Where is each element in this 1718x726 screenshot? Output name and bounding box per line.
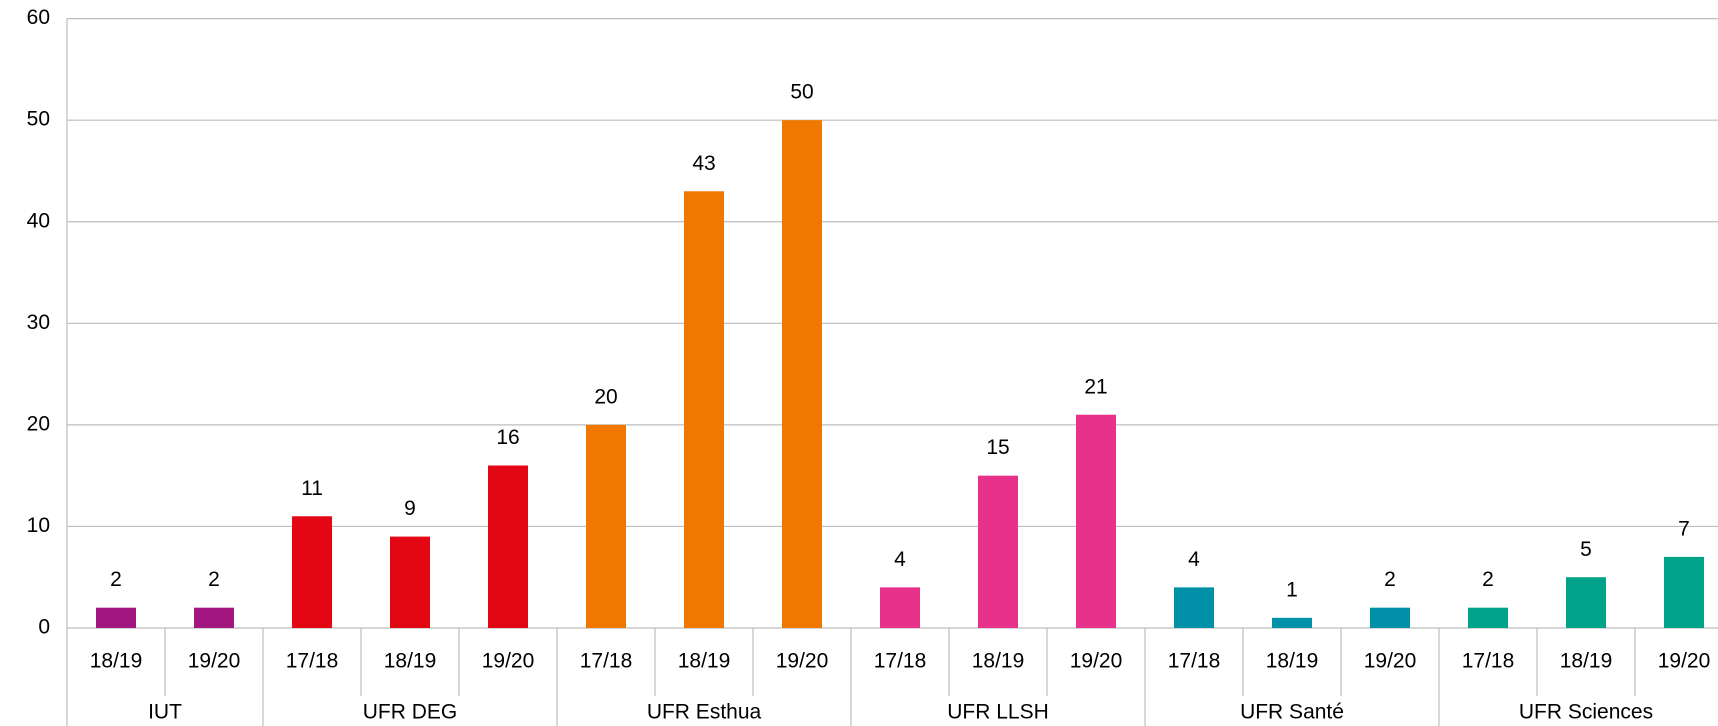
bar <box>880 587 920 628</box>
value-label: 21 <box>1084 375 1107 398</box>
bar <box>586 424 626 628</box>
value-label: 16 <box>496 426 519 449</box>
group-label: UFR Sciences <box>1519 701 1653 724</box>
y-tick-label: 40 <box>27 209 50 232</box>
bar <box>1468 607 1508 628</box>
value-label: 43 <box>692 152 715 175</box>
bar <box>1566 577 1606 628</box>
bar <box>292 516 332 628</box>
value-label: 2 <box>110 568 122 591</box>
x-tick-label: 18/19 <box>90 650 143 673</box>
bar <box>488 465 528 628</box>
value-label: 2 <box>208 568 220 591</box>
y-tick-label: 50 <box>27 108 50 131</box>
value-label: 2 <box>1482 568 1494 591</box>
value-label: 20 <box>594 385 617 408</box>
x-tick-label: 17/18 <box>874 650 927 673</box>
bar <box>782 120 822 629</box>
x-tick-label: 18/19 <box>384 650 437 673</box>
x-tick-label: 19/20 <box>1364 650 1417 673</box>
bar <box>1370 607 1410 628</box>
group-label: UFR Santé <box>1240 701 1344 724</box>
y-tick-label: 10 <box>27 514 50 537</box>
x-tick-label: 19/20 <box>1658 650 1711 673</box>
group-label: IUT <box>148 701 182 724</box>
group-label: UFR Esthua <box>647 701 762 724</box>
group-label: UFR DEG <box>363 701 458 724</box>
x-tick-label: 19/20 <box>1070 650 1123 673</box>
value-label: 4 <box>894 548 906 571</box>
x-tick-label: 19/20 <box>776 650 829 673</box>
bar <box>684 191 724 628</box>
x-tick-label: 19/20 <box>188 650 241 673</box>
value-label: 7 <box>1678 517 1690 540</box>
x-tick-label: 17/18 <box>286 650 339 673</box>
value-label: 5 <box>1580 538 1592 561</box>
x-tick-label: 19/20 <box>482 650 535 673</box>
value-label: 4 <box>1188 548 1200 571</box>
value-label: 2 <box>1384 568 1396 591</box>
bar <box>1076 414 1116 628</box>
value-label: 50 <box>790 81 813 104</box>
bar <box>96 607 136 628</box>
value-label: 9 <box>404 497 416 520</box>
y-tick-label: 20 <box>27 412 50 435</box>
bar <box>390 536 430 628</box>
bar <box>1174 587 1214 628</box>
value-label: 15 <box>986 436 1009 459</box>
y-tick-label: 0 <box>38 616 50 639</box>
value-label: 11 <box>301 477 323 500</box>
x-tick-label: 17/18 <box>580 650 633 673</box>
bar <box>1272 617 1312 628</box>
x-tick-label: 18/19 <box>1266 650 1319 673</box>
group-label: UFR LLSH <box>947 701 1049 724</box>
y-tick-label: 60 <box>27 6 50 29</box>
value-label: 1 <box>1286 578 1298 601</box>
bar <box>1664 556 1704 628</box>
x-tick-label: 18/19 <box>1560 650 1613 673</box>
y-tick-label: 30 <box>27 311 50 334</box>
bar <box>194 607 234 628</box>
x-tick-label: 17/18 <box>1168 650 1221 673</box>
x-tick-label: 18/19 <box>972 650 1025 673</box>
x-tick-label: 18/19 <box>678 650 731 673</box>
bar <box>978 475 1018 628</box>
x-tick-label: 17/18 <box>1462 650 1515 673</box>
